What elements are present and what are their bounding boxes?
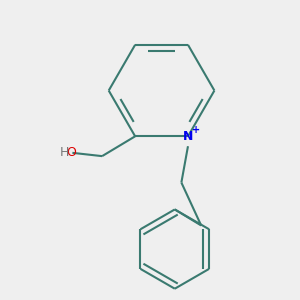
Text: N: N [183,130,193,143]
Text: H: H [59,146,69,159]
Text: +: + [192,125,200,135]
Text: O: O [66,146,76,159]
